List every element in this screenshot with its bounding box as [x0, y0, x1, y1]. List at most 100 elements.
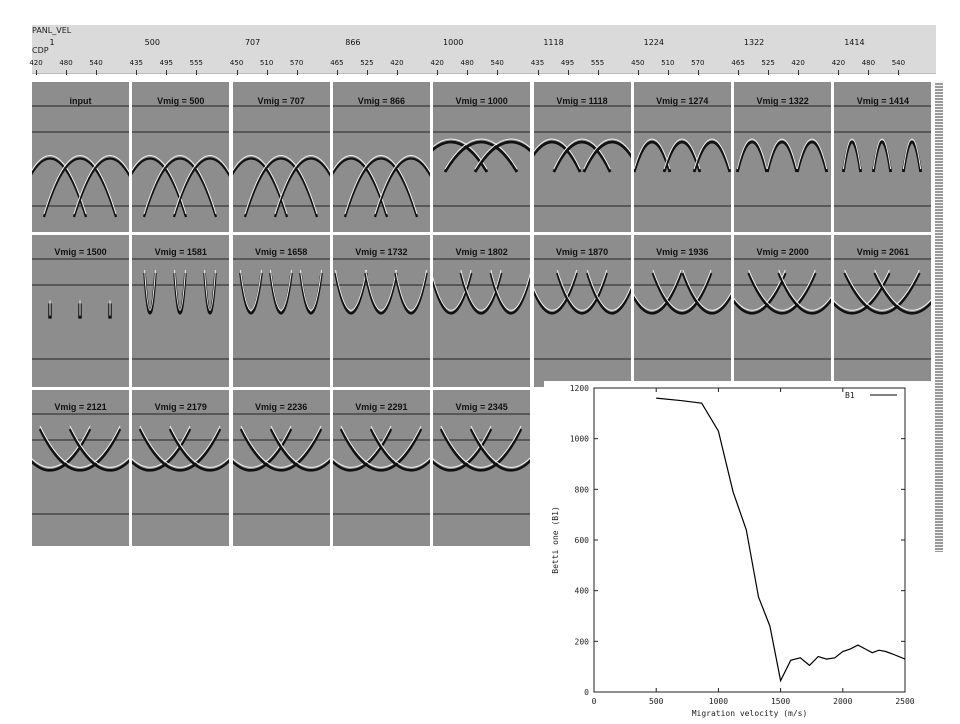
- cdp-tick-label: 540: [89, 59, 103, 67]
- migration-panel: Vmig = 1000: [433, 82, 531, 232]
- migration-panel: Vmig = 2291: [332, 390, 430, 546]
- header-velocity-6: 1224: [643, 38, 664, 47]
- cdp-tick-label: 540: [490, 59, 504, 67]
- cdp-tick-mark: [738, 70, 740, 75]
- migration-panel: Vmig = 707: [232, 82, 330, 232]
- cdp-tick-label: 510: [661, 59, 675, 67]
- betti-chart: 0 500 1000 1500 2000 2500 0 200 400 600 800 1000 120…: [544, 381, 932, 720]
- migration-panel: Vmig = 1322: [734, 82, 832, 232]
- panel-title: Vmig = 1500: [54, 247, 107, 257]
- seismic-traces: [332, 105, 430, 218]
- x-tick-label: 2000: [833, 697, 852, 706]
- panel-title: Vmig = 2236: [254, 402, 308, 412]
- x-tick-label: 1000: [709, 697, 728, 706]
- panel-title: Vmig = 1732: [355, 247, 408, 257]
- cdp-tick-mark: [437, 70, 439, 75]
- cdp-tick-label: 495: [560, 59, 575, 67]
- cdp-tick-label: 420: [791, 59, 805, 67]
- seismic-traces: [32, 258, 129, 360]
- seismic-traces: [834, 105, 932, 207]
- panel-title: Vmig = 2061: [856, 247, 910, 257]
- seismic-traces: [32, 413, 129, 515]
- seismic-traces: [132, 258, 230, 360]
- cdp-tick-mark: [567, 70, 569, 75]
- panel-title: Vmig = 2345: [455, 402, 508, 412]
- series-line-B1: [656, 397, 906, 683]
- seismic-traces: [734, 105, 832, 207]
- cdp-tick-mark: [136, 70, 138, 75]
- migration-panel: Vmig = 2061: [834, 235, 932, 387]
- cdp-tick-label: 480: [861, 59, 876, 67]
- seismic-traces: [633, 105, 731, 207]
- migration-panel: Vmig = 1936: [633, 235, 731, 387]
- header-velocity-7: 1322: [743, 38, 765, 47]
- migration-panel: Vmig = 2345: [433, 390, 531, 546]
- migration-panel: Vmig = 2000: [734, 235, 832, 387]
- cdp-tick-mark: [637, 70, 639, 75]
- cdp-tick-mark: [196, 70, 198, 75]
- header-velocity-3: 866: [345, 38, 361, 47]
- migration-panel: Vmig = 1870: [533, 235, 631, 387]
- cdp-tick-mark: [667, 70, 669, 75]
- cdp-tick-mark: [236, 70, 238, 75]
- y-tick-label: 0: [584, 688, 589, 697]
- cdp-tick-label: 420: [29, 59, 43, 67]
- panel-title: Vmig = 1870: [555, 247, 609, 257]
- x-tick-label: 500: [649, 697, 664, 706]
- migration-panel: Vmig = 1732: [332, 235, 430, 387]
- y-tick-label: 800: [575, 485, 590, 494]
- cdp-tick-mark: [366, 70, 368, 75]
- cdp-tick-label: 465: [330, 59, 344, 67]
- seismic-traces: [232, 258, 330, 360]
- x-tick-label: 2500: [895, 697, 914, 706]
- cdp-tick-label: 570: [691, 59, 705, 67]
- y-tick-label: 1200: [570, 384, 589, 393]
- cdp-tick-mark: [266, 70, 268, 75]
- seismic-traces: [734, 258, 832, 360]
- panel-title: Vmig = 1936: [656, 247, 709, 257]
- cdp-tick-mark: [96, 70, 97, 75]
- cdp-tick-mark: [898, 70, 900, 75]
- y-tick-label: 600: [575, 536, 590, 545]
- migration-panel: Vmig = 1658: [232, 235, 330, 387]
- panel-title: Vmig = 1802: [455, 247, 508, 257]
- cdp-tick-label: 540: [891, 59, 906, 67]
- header-velocity-8: 1414: [844, 38, 865, 47]
- migration-panel: Vmig = 500: [132, 82, 230, 232]
- panel-title: Vmig = 1581: [154, 247, 207, 257]
- seismic-traces: [834, 258, 932, 360]
- panel-title: Vmig = 2291: [355, 402, 408, 412]
- cdp-tick-label: 450: [631, 59, 645, 67]
- seismic-traces: [132, 413, 230, 515]
- cdp-tick-label: 510: [259, 59, 274, 67]
- cdp-tick-label: 570: [289, 59, 304, 67]
- migration-panel: Vmig = 2179: [132, 390, 230, 546]
- cdp-tick-label: 420: [430, 59, 444, 67]
- header-velocity-5: 1118: [543, 38, 564, 47]
- cdp-tick-label: 420: [831, 59, 846, 67]
- panel-title: Vmig = 2000: [756, 247, 809, 257]
- migration-panel: Vmig = 1500: [32, 235, 129, 387]
- migration-panel: Vmig = 1581: [132, 235, 230, 387]
- header-velocity-1: 500: [144, 38, 160, 47]
- cdp-tick-mark: [497, 70, 499, 75]
- seismic-traces: [232, 413, 330, 515]
- seismic-traces: [132, 105, 230, 218]
- panel-title: Vmig = 2121: [54, 402, 107, 412]
- cdp-tick-label: 525: [761, 59, 775, 67]
- cdp-tick-label: 435: [129, 59, 143, 67]
- x-axis-label: Migration velocity (m/s): [692, 709, 808, 718]
- cdp-tick-label: 555: [590, 59, 605, 67]
- seismic-traces: [433, 105, 531, 207]
- panel-title: input: [69, 96, 92, 106]
- seismic-traces: [332, 258, 430, 360]
- panel-velocity-label: PANL_VEL: [32, 26, 72, 35]
- velocity-header: PANL_VEL CDP 1 500 707 866 1000 1118 1224 1322 1…: [29, 25, 936, 75]
- seismic-traces: [433, 258, 531, 360]
- panel-title: Vmig = 500: [157, 96, 205, 106]
- x-tick-label: 0: [592, 697, 597, 706]
- panel-title: Vmig = 866: [357, 96, 406, 106]
- seismic-traces: [32, 105, 129, 218]
- cdp-tick-mark: [597, 70, 599, 75]
- cdp-tick-mark: [467, 70, 469, 75]
